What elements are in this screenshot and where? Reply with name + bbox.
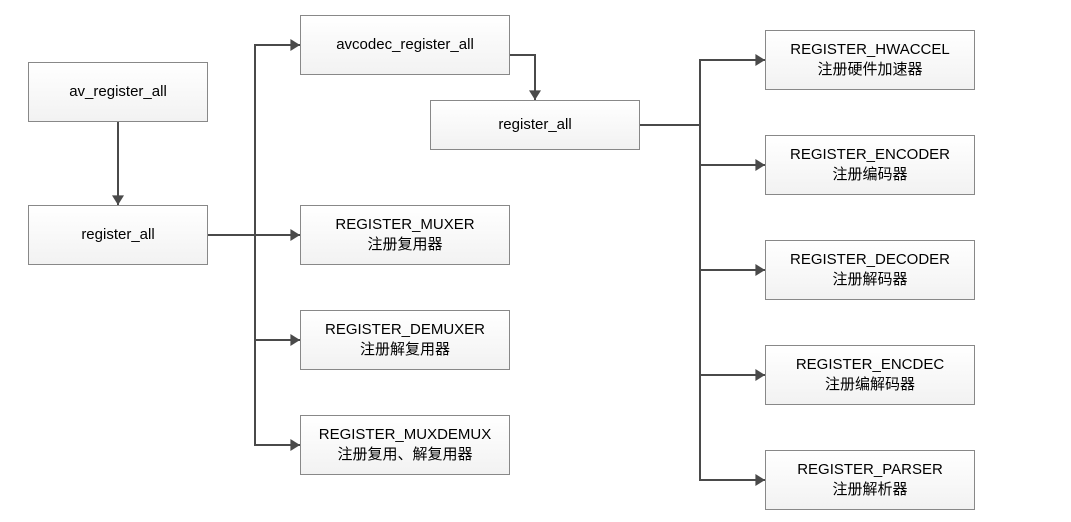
node-sublabel: 注册编解码器 — [825, 375, 915, 395]
node-label: REGISTER_PARSER — [797, 460, 943, 480]
node-register-hwaccel: REGISTER_HWACCEL 注册硬件加速器 — [765, 30, 975, 90]
node-label: REGISTER_ENCODER — [790, 145, 950, 165]
node-sublabel: 注册解析器 — [832, 480, 907, 500]
node-avcodec-register-all: avcodec_register_all — [300, 15, 510, 75]
node-register-muxdemux: REGISTER_MUXDEMUX 注册复用、解复用器 — [300, 415, 510, 475]
node-sublabel: 注册硬件加速器 — [817, 60, 922, 80]
node-label: register_all — [81, 225, 154, 245]
node-sublabel: 注册解复用器 — [360, 340, 450, 360]
node-label: REGISTER_ENCDEC — [796, 355, 944, 375]
node-register-all-left: register_all — [28, 205, 208, 265]
diagram-canvas: av_register_all register_all avcodec_reg… — [0, 0, 1071, 522]
node-register-all-right: register_all — [430, 100, 640, 150]
node-label: avcodec_register_all — [336, 35, 474, 55]
node-label: register_all — [498, 115, 571, 135]
node-sublabel: 注册解码器 — [832, 270, 907, 290]
node-register-decoder: REGISTER_DECODER 注册解码器 — [765, 240, 975, 300]
node-sublabel: 注册复用器 — [367, 235, 442, 255]
node-av-register-all: av_register_all — [28, 62, 208, 122]
node-label: av_register_all — [69, 82, 167, 102]
node-register-demuxer: REGISTER_DEMUXER 注册解复用器 — [300, 310, 510, 370]
node-label: REGISTER_MUXER — [335, 215, 474, 235]
node-register-encoder: REGISTER_ENCODER 注册编码器 — [765, 135, 975, 195]
node-register-muxer: REGISTER_MUXER 注册复用器 — [300, 205, 510, 265]
node-label: REGISTER_DEMUXER — [325, 320, 485, 340]
node-label: REGISTER_DECODER — [790, 250, 950, 270]
node-label: REGISTER_MUXDEMUX — [319, 425, 492, 445]
node-register-parser: REGISTER_PARSER 注册解析器 — [765, 450, 975, 510]
node-register-encdec: REGISTER_ENCDEC 注册编解码器 — [765, 345, 975, 405]
node-label: REGISTER_HWACCEL — [790, 40, 949, 60]
node-sublabel: 注册复用、解复用器 — [337, 445, 472, 465]
node-sublabel: 注册编码器 — [832, 165, 907, 185]
